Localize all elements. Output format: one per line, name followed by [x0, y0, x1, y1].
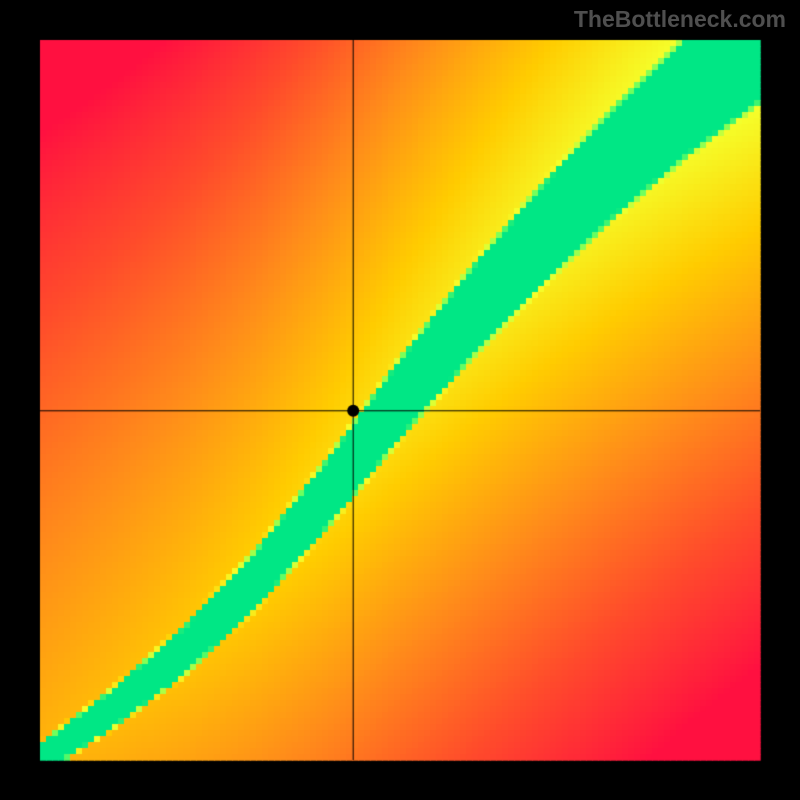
watermark-text: TheBottleneck.com	[574, 6, 786, 33]
bottleneck-heatmap-canvas	[0, 0, 800, 800]
chart-container: TheBottleneck.com	[0, 0, 800, 800]
